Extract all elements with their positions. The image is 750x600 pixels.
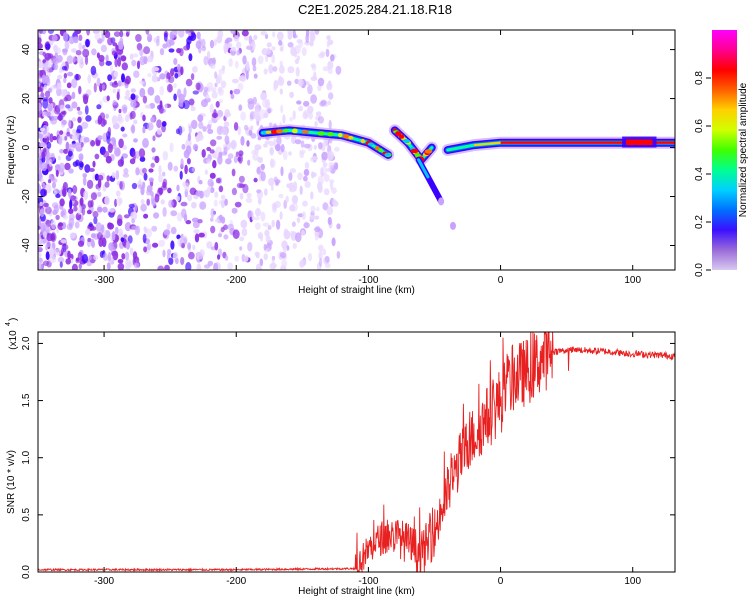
- branch-inner: [417, 158, 430, 179]
- signal-branch: [415, 156, 456, 230]
- track-hotspot: [348, 135, 354, 140]
- track-core-rise: [474, 141, 501, 147]
- spectrogram-frame: [37, 29, 676, 271]
- snr-plot: [38, 332, 675, 572]
- branch-tail-dot: [449, 221, 456, 230]
- figure-title: C2E1.2025.284.21.18.R18: [298, 2, 452, 17]
- track-hotspot: [384, 152, 391, 157]
- track-hotspot: [402, 138, 410, 143]
- track-hotspot: [342, 134, 348, 139]
- track-hotspot: [276, 129, 284, 134]
- x-tick-label: 100: [624, 576, 641, 587]
- track-hotspot: [326, 132, 334, 137]
- x-tick-label: 100: [624, 275, 641, 286]
- y-axis-label: SNR (10 * v/v): [6, 450, 17, 514]
- y-multiplier-base: (x10: [8, 330, 19, 350]
- track-hotspot: [360, 138, 365, 144]
- spectrogram-image: [38, 30, 675, 270]
- snr-panel: -300 -200 -100 0 100 0.0 0.5 1.0 1.5 2.0 Height of…: [5, 318, 676, 597]
- x-tick-label: 0: [498, 576, 504, 587]
- y-tick-label: 0: [21, 144, 32, 150]
- y-multiplier: (x10 4): [5, 318, 19, 350]
- snr-background: [38, 332, 675, 572]
- track-hotspot: [410, 148, 419, 154]
- y-axis-label: Frequency (Hz): [6, 116, 17, 185]
- y-tick-label: 2.0: [21, 336, 32, 350]
- track-hotspot: [398, 134, 405, 139]
- colorbar-tick-label: 0.0: [694, 263, 705, 277]
- colorbar-label: Normalized spectral amplitude: [738, 82, 749, 217]
- y-multiplier-close: ): [8, 318, 19, 321]
- track-hotspot: [338, 132, 343, 138]
- colorbar-tick-label: 0.4: [694, 167, 705, 181]
- y-tick-label: 1.5: [21, 393, 32, 407]
- track-hotspot: [283, 128, 289, 133]
- x-tick-label: -200: [226, 576, 246, 587]
- track-hotspot: [296, 129, 302, 134]
- x-tick-label: -200: [226, 275, 246, 286]
- x-tick-label: -300: [94, 275, 114, 286]
- x-tick-label: -300: [94, 576, 114, 587]
- track-bright-core: [626, 139, 653, 146]
- branch-tail-dot: [438, 197, 445, 206]
- colorbar: 0.0 0.2 0.4 0.6 0.8 Normalized spectral ampli…: [694, 30, 749, 277]
- y-tick-label: -40: [21, 238, 32, 253]
- y-tick-label: 40: [21, 44, 32, 56]
- y-tick-label: 0.5: [21, 507, 32, 521]
- y-tick-label: 1.0: [21, 450, 32, 464]
- track-hotspot: [265, 130, 272, 134]
- track-hotspot: [301, 130, 310, 134]
- y-multiplier-exp: 4: [5, 322, 12, 326]
- x-tick-label: 0: [498, 275, 504, 286]
- y-tick-label: 20: [21, 93, 32, 105]
- track-hotspot: [414, 153, 421, 158]
- x-tick-label: -100: [358, 275, 378, 286]
- noise-speckle: [38, 30, 342, 270]
- colorbar-tick-label: 0.8: [694, 71, 705, 85]
- track-hotspot: [424, 149, 433, 154]
- track-hotspot: [375, 146, 380, 151]
- track-hotspot: [317, 131, 326, 136]
- colorbar-gradient: [712, 30, 737, 270]
- y-tick-label: 0.0: [21, 565, 32, 579]
- track-hotspot: [291, 128, 298, 134]
- snr-line: [38, 332, 675, 572]
- y-tick-label: -20: [21, 189, 32, 204]
- snr-frame: [37, 331, 676, 573]
- x-axis-label: Height of straight line (km): [298, 586, 415, 597]
- signal-track: [256, 124, 675, 166]
- x-axis-label: Height of straight line (km): [298, 285, 415, 296]
- colorbar-tick-label: 0.6: [694, 119, 705, 133]
- colorbar-tick-label: 0.2: [694, 215, 705, 229]
- track-hotspot: [395, 131, 402, 136]
- track-hotspot: [367, 142, 374, 146]
- track-hotspot: [378, 148, 383, 153]
- x-tick-label: -100: [358, 576, 378, 587]
